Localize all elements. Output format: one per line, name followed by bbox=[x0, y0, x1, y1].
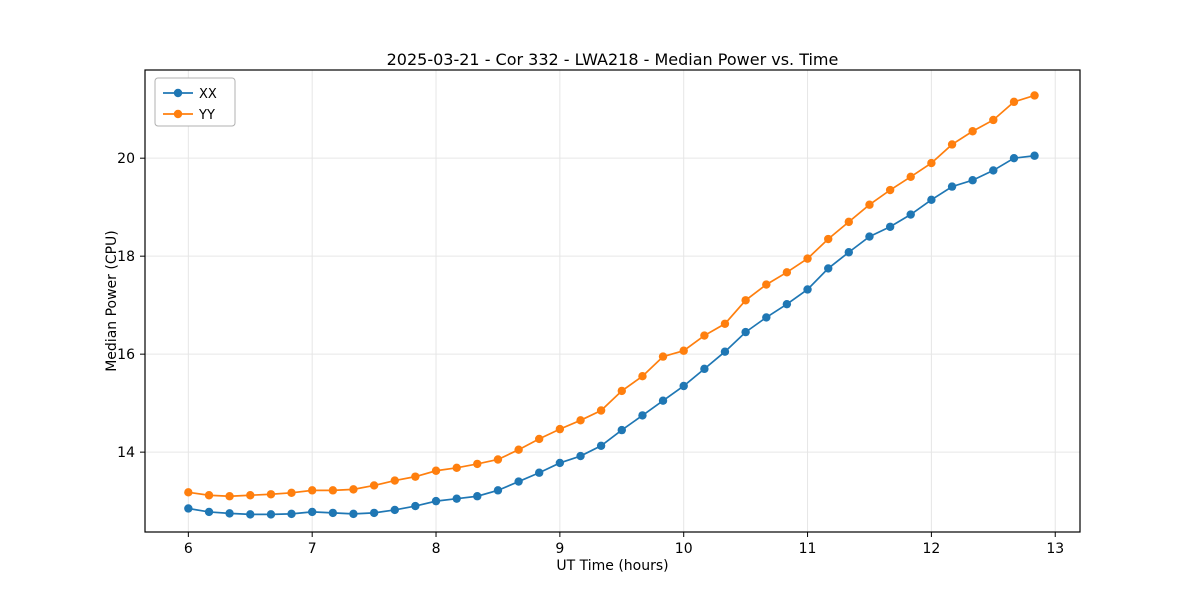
y-axis-label: Median Power (CPU) bbox=[104, 230, 120, 372]
svg-text:13: 13 bbox=[1046, 541, 1064, 557]
svg-text:11: 11 bbox=[799, 541, 817, 557]
legend-box bbox=[154, 77, 236, 127]
svg-text:8: 8 bbox=[432, 541, 441, 557]
legend-label-xx: XX bbox=[199, 87, 217, 102]
legend-marker-xx bbox=[173, 88, 183, 98]
legend-item-yy: YY bbox=[163, 108, 215, 123]
legend-marker-yy bbox=[173, 109, 183, 119]
series-xx-line bbox=[188, 154, 1035, 516]
y-tick-labels: 14 16 18 20 bbox=[117, 151, 145, 461]
chart-title: 2025-03-21 - Cor 332 - LWA218 - Median P… bbox=[386, 50, 839, 69]
x-axis-label: UT Time (hours) bbox=[556, 558, 669, 574]
svg-text:6: 6 bbox=[184, 541, 193, 557]
series-xx-markers bbox=[184, 151, 1039, 519]
legend: XX YY bbox=[154, 77, 236, 127]
svg-text:12: 12 bbox=[922, 541, 940, 557]
svg-text:7: 7 bbox=[308, 541, 317, 557]
svg-text:18: 18 bbox=[117, 249, 135, 265]
svg-text:20: 20 bbox=[117, 151, 135, 167]
legend-label-yy: YY bbox=[198, 108, 215, 123]
series-yy-markers bbox=[184, 91, 1039, 501]
series-yy-line bbox=[188, 94, 1035, 498]
plot-frame bbox=[144, 69, 1081, 533]
x-tick-labels: 6 7 8 9 10 11 12 13 bbox=[184, 532, 1064, 557]
grid bbox=[145, 70, 1080, 532]
svg-text:16: 16 bbox=[117, 347, 135, 363]
svg-text:14: 14 bbox=[117, 445, 135, 461]
legend-item-xx: XX bbox=[163, 87, 217, 102]
svg-text:9: 9 bbox=[555, 541, 564, 557]
svg-text:10: 10 bbox=[675, 541, 693, 557]
